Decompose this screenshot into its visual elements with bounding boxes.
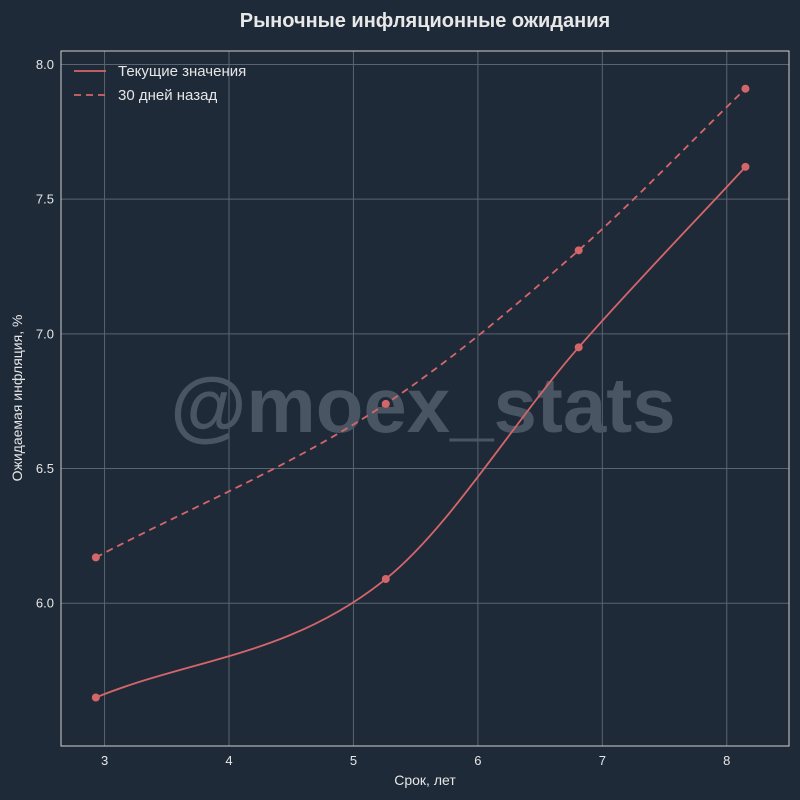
series-1-point — [741, 84, 750, 93]
x-tick-label: 5 — [350, 753, 357, 768]
watermark-text: @moex_stats — [170, 361, 675, 449]
x-tick-label: 3 — [101, 753, 108, 768]
chart-title: Рыночные инфляционные ожидания — [240, 10, 610, 32]
series-1-point — [381, 399, 390, 408]
series-1-point — [91, 553, 100, 562]
plot-frame — [60, 50, 790, 747]
x-tick-label: 8 — [723, 753, 730, 768]
y-tick-label: 6.5 — [36, 461, 54, 476]
x-axis-label: Срок, лет — [394, 772, 456, 788]
y-tick-label: 6.0 — [36, 596, 54, 611]
series-0-point — [574, 343, 583, 352]
legend-label-current: Текущие значения — [118, 63, 246, 80]
y-tick-label: 7.0 — [36, 326, 54, 341]
series-1-point — [574, 246, 583, 255]
series-0-point — [91, 693, 100, 702]
x-tick-label: 4 — [225, 753, 232, 768]
y-tick-label: 8.0 — [36, 57, 54, 72]
legend: Текущие значения 30 дней назад — [74, 63, 246, 104]
series-line-1 — [95, 88, 747, 559]
tick-labels: 3 4 5 6 7 8 6.0 6.5 7.0 7.5 8.0 — [36, 57, 730, 768]
grid — [61, 51, 789, 746]
y-tick-label: 7.5 — [36, 192, 54, 207]
legend-label-30d: 30 дней назад — [118, 87, 217, 104]
y-axis-label: Ожидаемая инфляция, % — [9, 315, 25, 482]
series-0-point — [381, 574, 390, 583]
series-0-point — [741, 162, 750, 171]
series-line-0 — [95, 166, 747, 699]
series-layer — [91, 84, 750, 702]
x-tick-label: 6 — [474, 753, 481, 768]
x-tick-label: 7 — [599, 753, 606, 768]
